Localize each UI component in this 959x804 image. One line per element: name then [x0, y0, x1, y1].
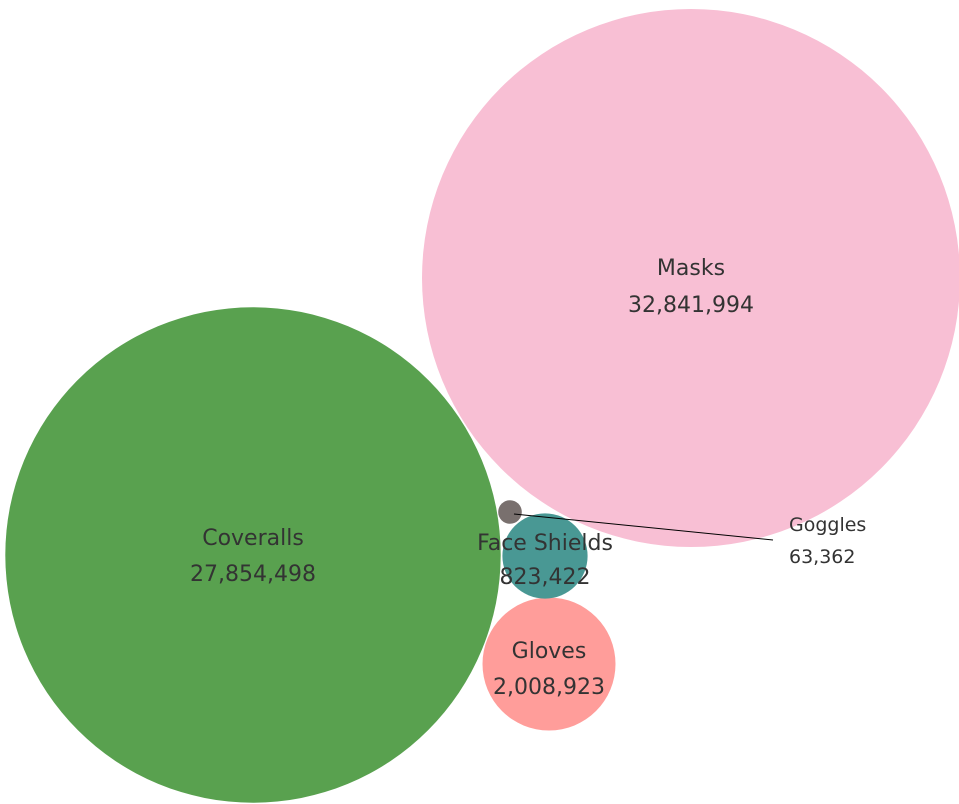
bubble-coveralls[interactable]	[5, 307, 501, 803]
bubble-label-masks: Masks	[657, 256, 725, 281]
bubble-label-goggles: Goggles	[789, 514, 866, 536]
bubble-label-coveralls: Coveralls	[202, 526, 304, 551]
bubble-face-shields[interactable]	[502, 513, 588, 599]
bubble-label-gloves: Gloves	[512, 639, 587, 664]
bubble-value-coveralls: 27,854,498	[190, 562, 316, 587]
labels-layer: Masks 32,841,994 Coveralls 27,854,498 Gloves…	[190, 256, 866, 700]
bubble-goggles[interactable]	[498, 500, 522, 524]
bubble-value-gloves: 2,008,923	[493, 675, 605, 700]
bubble-value-goggles: 63,362	[789, 546, 855, 568]
leader-line-goggles	[513, 513, 774, 541]
leader-lines-layer	[513, 513, 774, 541]
bubble-gloves[interactable]	[482, 597, 616, 731]
bubble-value-face-shields: 823,422	[500, 565, 591, 590]
bubbles-layer	[5, 9, 959, 803]
bubble-masks[interactable]	[422, 9, 959, 547]
bubble-value-masks: 32,841,994	[628, 293, 754, 318]
bubble-label-face-shields: Face Shields	[477, 531, 613, 556]
